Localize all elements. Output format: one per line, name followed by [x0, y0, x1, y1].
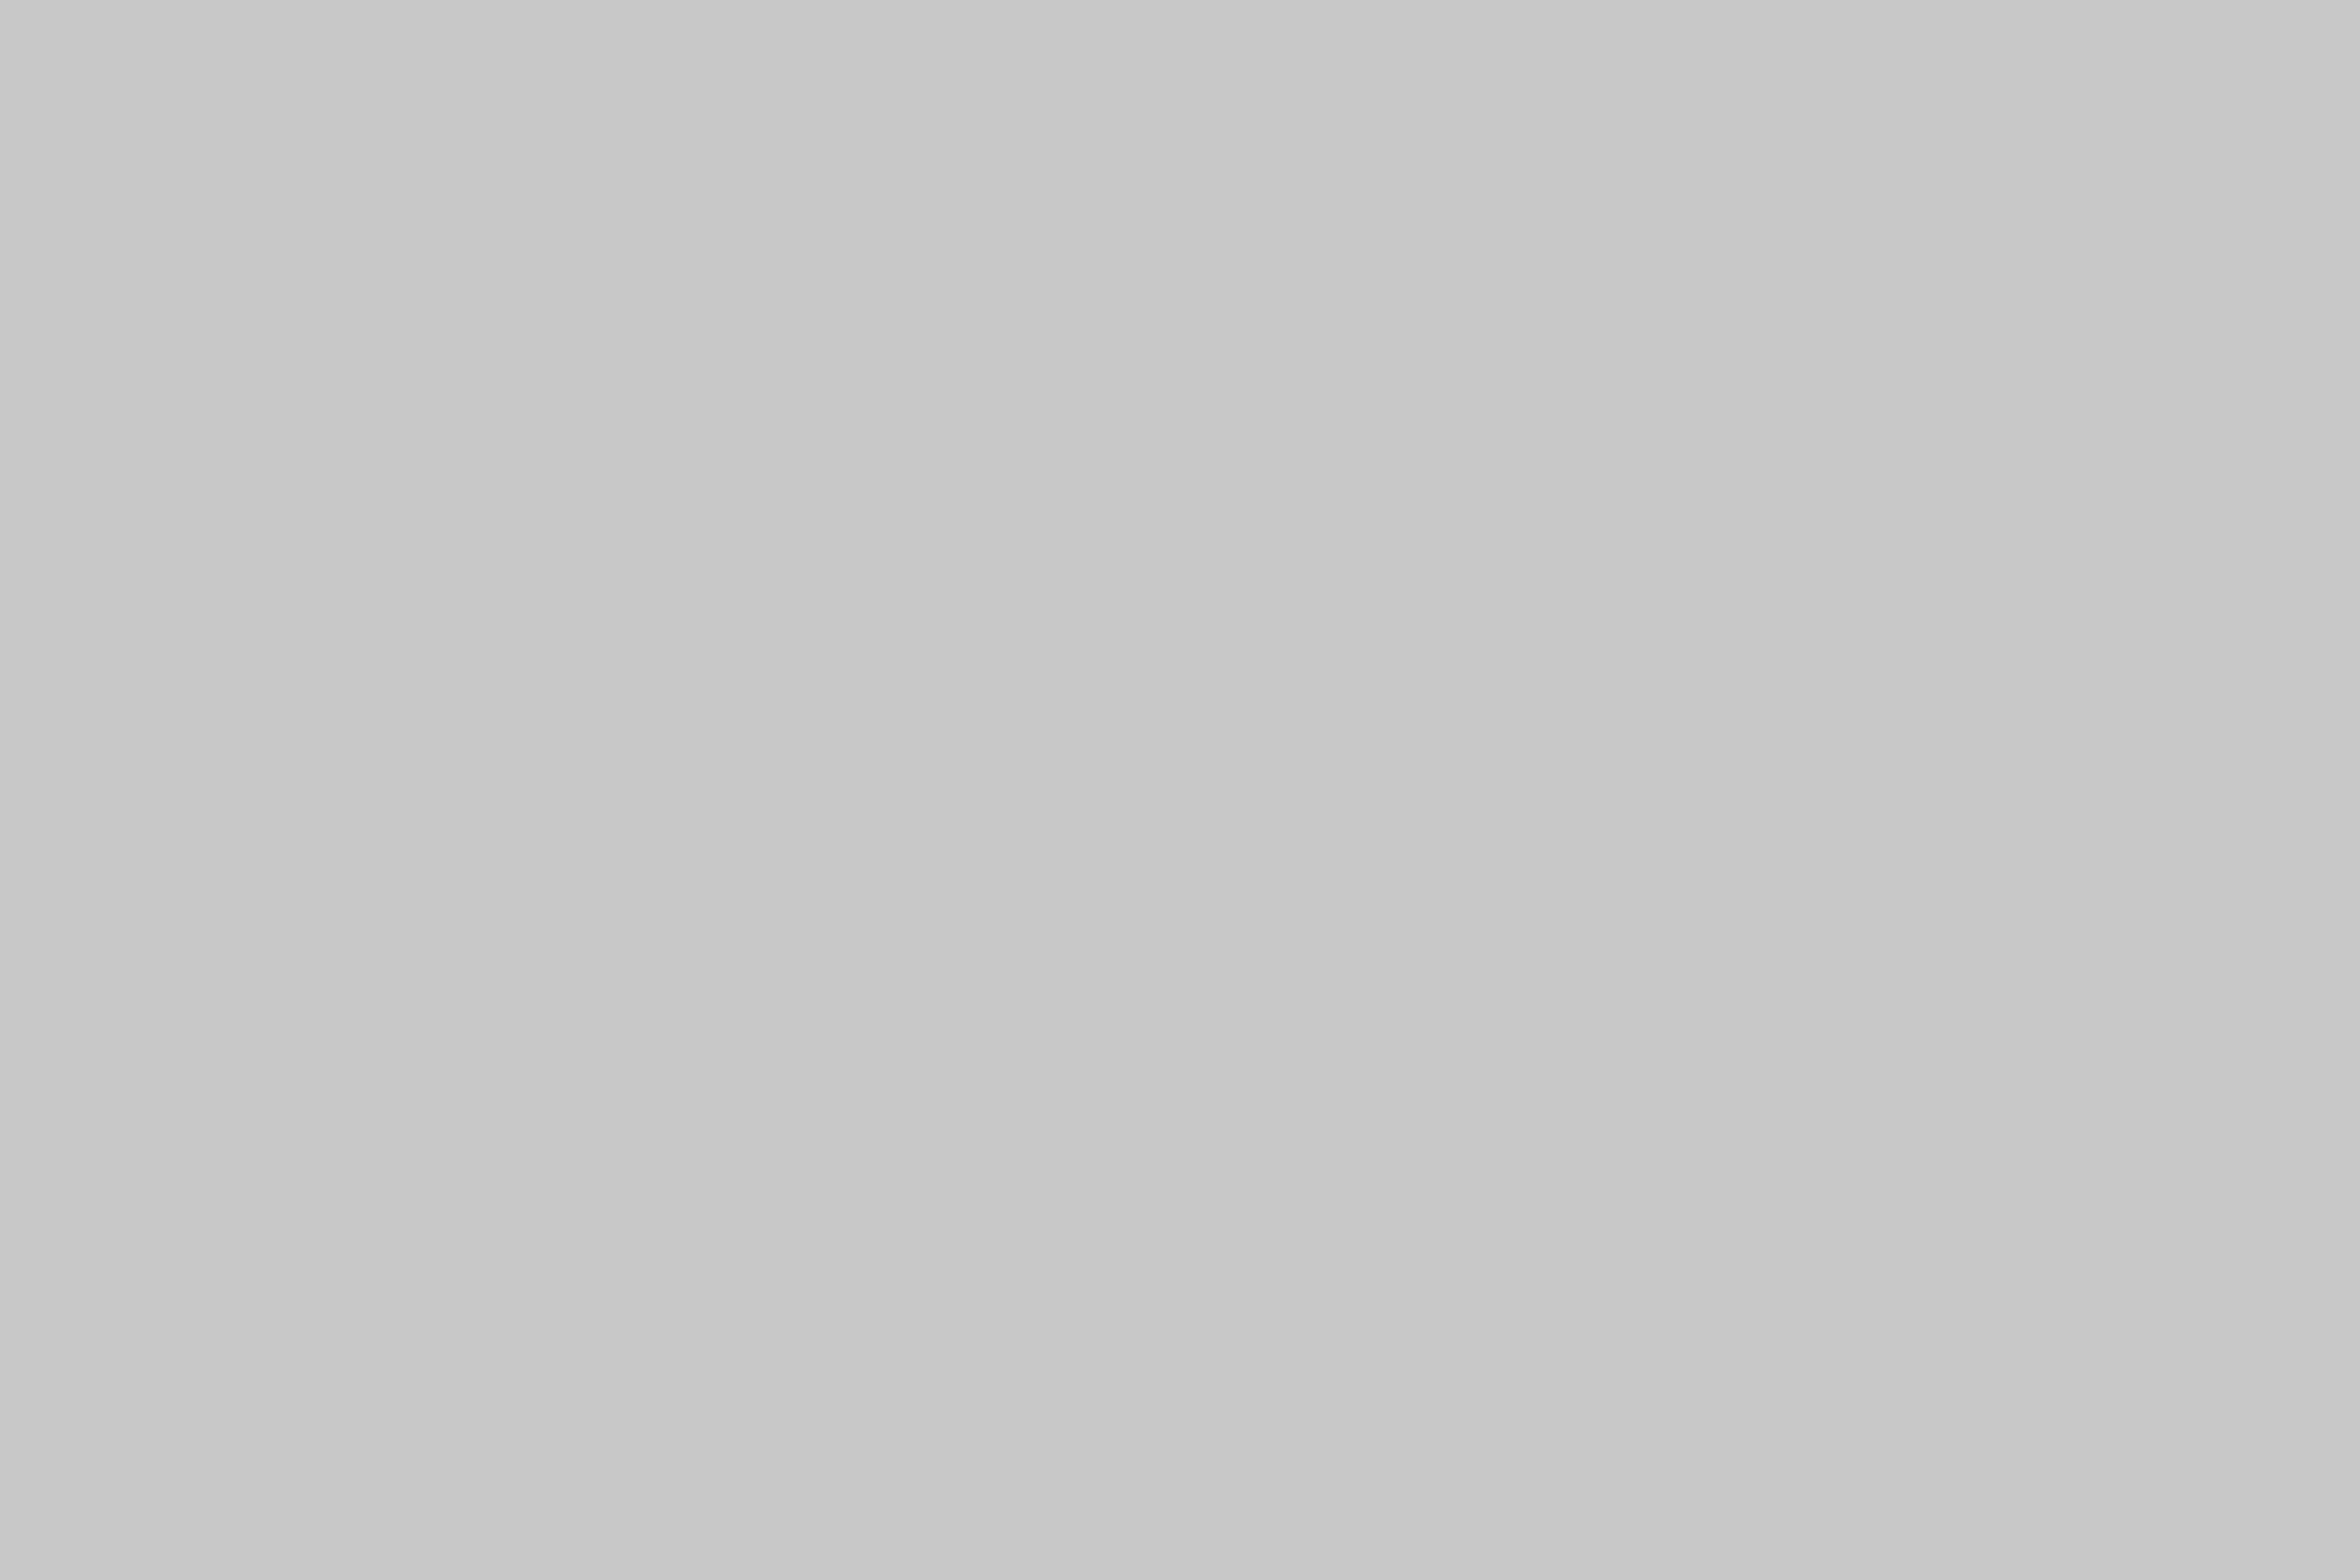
plot-frame: [189, 283, 2258, 1317]
